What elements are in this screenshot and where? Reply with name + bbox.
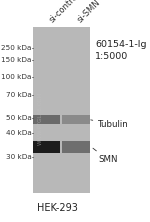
Text: 60154-1-Ig: 60154-1-Ig — [95, 40, 147, 49]
Text: 100 kDa: 100 kDa — [1, 73, 31, 80]
Bar — [62, 141, 90, 153]
Text: si-SMN: si-SMN — [76, 0, 102, 24]
Text: 40 kDa: 40 kDa — [6, 130, 31, 136]
Bar — [62, 115, 90, 125]
Text: 50 kDa: 50 kDa — [6, 115, 31, 121]
Text: WWW.PTGLAB.COM: WWW.PTGLAB.COM — [37, 92, 42, 145]
Bar — [33, 141, 60, 153]
Text: Tubulin: Tubulin — [91, 120, 129, 129]
Text: 70 kDa: 70 kDa — [6, 92, 31, 98]
Text: si-control: si-control — [47, 0, 81, 24]
Text: 250 kDa: 250 kDa — [1, 45, 31, 51]
Text: 30 kDa: 30 kDa — [6, 153, 31, 160]
Text: 1:5000: 1:5000 — [95, 52, 129, 61]
Text: 150 kDa: 150 kDa — [1, 57, 31, 63]
Text: SMN: SMN — [93, 148, 118, 164]
Bar — [33, 27, 90, 193]
Bar — [33, 115, 60, 125]
Text: HEK-293: HEK-293 — [37, 203, 77, 213]
